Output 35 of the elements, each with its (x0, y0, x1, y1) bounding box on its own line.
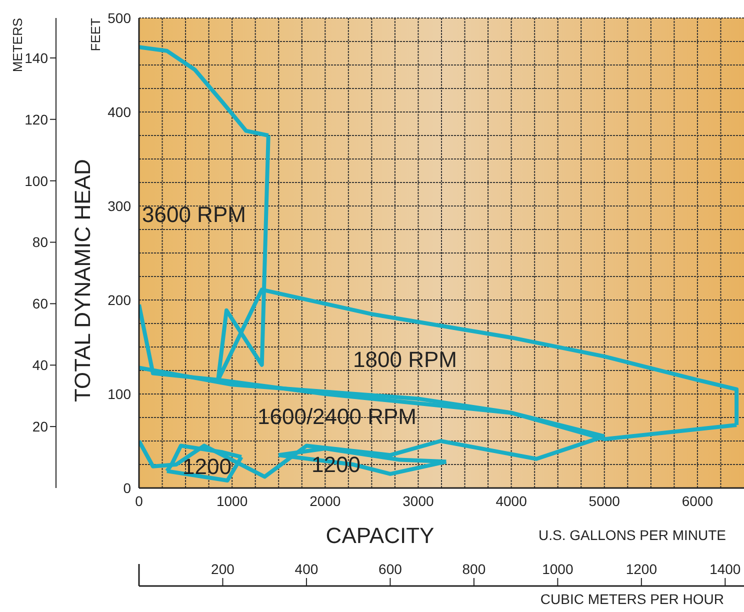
x-tick-label: 6000 (682, 492, 714, 509)
y-tick-label: 100 (108, 386, 132, 402)
x2-tick-label: 400 (294, 561, 318, 577)
x2-tick-label: 1400 (710, 561, 741, 577)
x-tick-label: 1000 (216, 492, 248, 509)
y-axis-title: FEET (88, 18, 103, 52)
x2-tick-label: 600 (378, 561, 402, 577)
x-tick-label: 3000 (402, 492, 434, 509)
x2-tick-label: 800 (462, 561, 486, 577)
x-tick-label: 2000 (310, 492, 341, 509)
x2-axis-title: CUBIC METERS PER HOUR (540, 591, 724, 607)
y2-axis-title: METERS (10, 18, 25, 72)
annotation: 3600 RPM (142, 202, 246, 228)
y2-tick-label: 60 (32, 296, 48, 312)
y-tick-label: 500 (108, 10, 132, 26)
y2-tick-label: 20 (32, 418, 48, 435)
x-tick-label: 5000 (588, 492, 620, 509)
text: TOTAL DYNAMIC HEAD (70, 159, 96, 402)
x2-tick-label: 200 (211, 561, 235, 577)
text: CAPACITY (326, 522, 434, 549)
x-axis-title: U.S. GALLONS PER MINUTE (538, 527, 726, 543)
x2-tick-label: 1200 (626, 561, 658, 577)
x-tick-label: 4000 (496, 492, 528, 509)
x-tick-label: 0 (135, 492, 144, 509)
x2-tick-label: 1000 (542, 561, 574, 577)
y2-tick-label: 80 (32, 234, 48, 250)
y-tick-label: 0 (123, 480, 132, 496)
y2-tick-label: 120 (24, 111, 48, 128)
y2-tick-label: 40 (32, 357, 48, 374)
y-tick-label: 400 (108, 104, 132, 120)
annotation: 1800 RPM (353, 346, 457, 373)
y-tick-label: 200 (108, 292, 132, 308)
y2-tick-label: 140 (24, 50, 48, 66)
y2-tick-label: 100 (24, 172, 48, 189)
y-tick-label: 300 (108, 198, 132, 214)
